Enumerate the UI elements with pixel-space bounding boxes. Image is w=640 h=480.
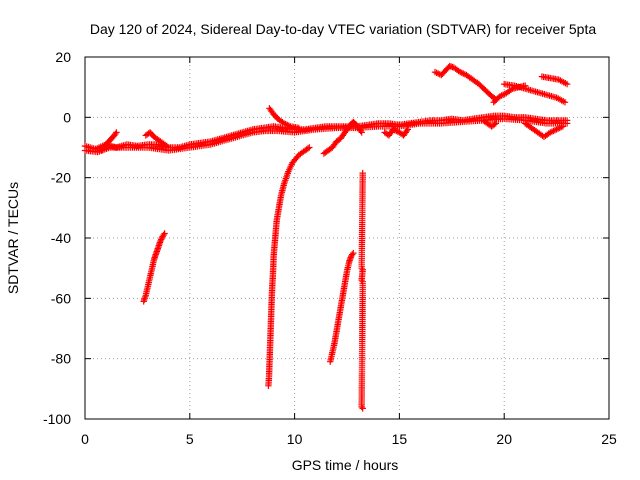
data-point-markers [98, 129, 120, 154]
x-tick-label: 15 [392, 431, 408, 447]
y-axis-label: SDTVAR / TECUs [5, 182, 21, 294]
series-group [140, 230, 168, 305]
series-group [538, 73, 571, 88]
x-axis: 0 5 10 15 20 25 [81, 57, 617, 447]
data-point-markers [480, 117, 499, 130]
data-series [81, 62, 571, 412]
data-point-markers [266, 105, 302, 132]
data-point-markers [265, 144, 313, 389]
data-point-markers [358, 169, 366, 412]
series-group [522, 120, 567, 141]
y-tick-label: 20 [55, 49, 71, 65]
data-point-markers [431, 62, 499, 103]
series-group [480, 117, 499, 130]
data-point-markers [142, 129, 170, 150]
y-axis: -100 -80 -60 -40 -20 0 20 [43, 49, 609, 427]
y-tick-label: -60 [51, 290, 71, 306]
x-tick-label: 20 [496, 431, 512, 447]
data-point-markers [140, 230, 168, 305]
data-point-markers [320, 118, 365, 157]
data-point-markers [501, 80, 569, 106]
series-group [265, 144, 313, 389]
series-group [320, 118, 365, 157]
series-group [266, 105, 302, 132]
x-axis-label: GPS time / hours [292, 457, 399, 473]
series-group [381, 126, 411, 139]
data-point-markers [522, 120, 567, 141]
data-point-markers [538, 73, 571, 88]
y-tick-label: -40 [51, 230, 71, 246]
x-tick-label: 25 [601, 431, 617, 447]
series-group [431, 62, 499, 103]
series-group [142, 129, 170, 150]
data-point-markers [381, 126, 411, 139]
x-tick-label: 0 [81, 431, 89, 447]
y-tick-label: -80 [51, 351, 71, 367]
x-tick-label: 5 [186, 431, 194, 447]
x-tick-label: 10 [287, 431, 303, 447]
series-group [327, 249, 357, 365]
data-point-markers [327, 249, 357, 365]
series-group [98, 129, 120, 154]
series-group [501, 80, 569, 106]
y-tick-label: -20 [51, 170, 71, 186]
y-tick-label: 0 [63, 109, 71, 125]
series-group [358, 169, 366, 412]
y-tick-label: -100 [43, 411, 71, 427]
chart-title: Day 120 of 2024, Sidereal Day-to-day VTE… [90, 21, 597, 37]
